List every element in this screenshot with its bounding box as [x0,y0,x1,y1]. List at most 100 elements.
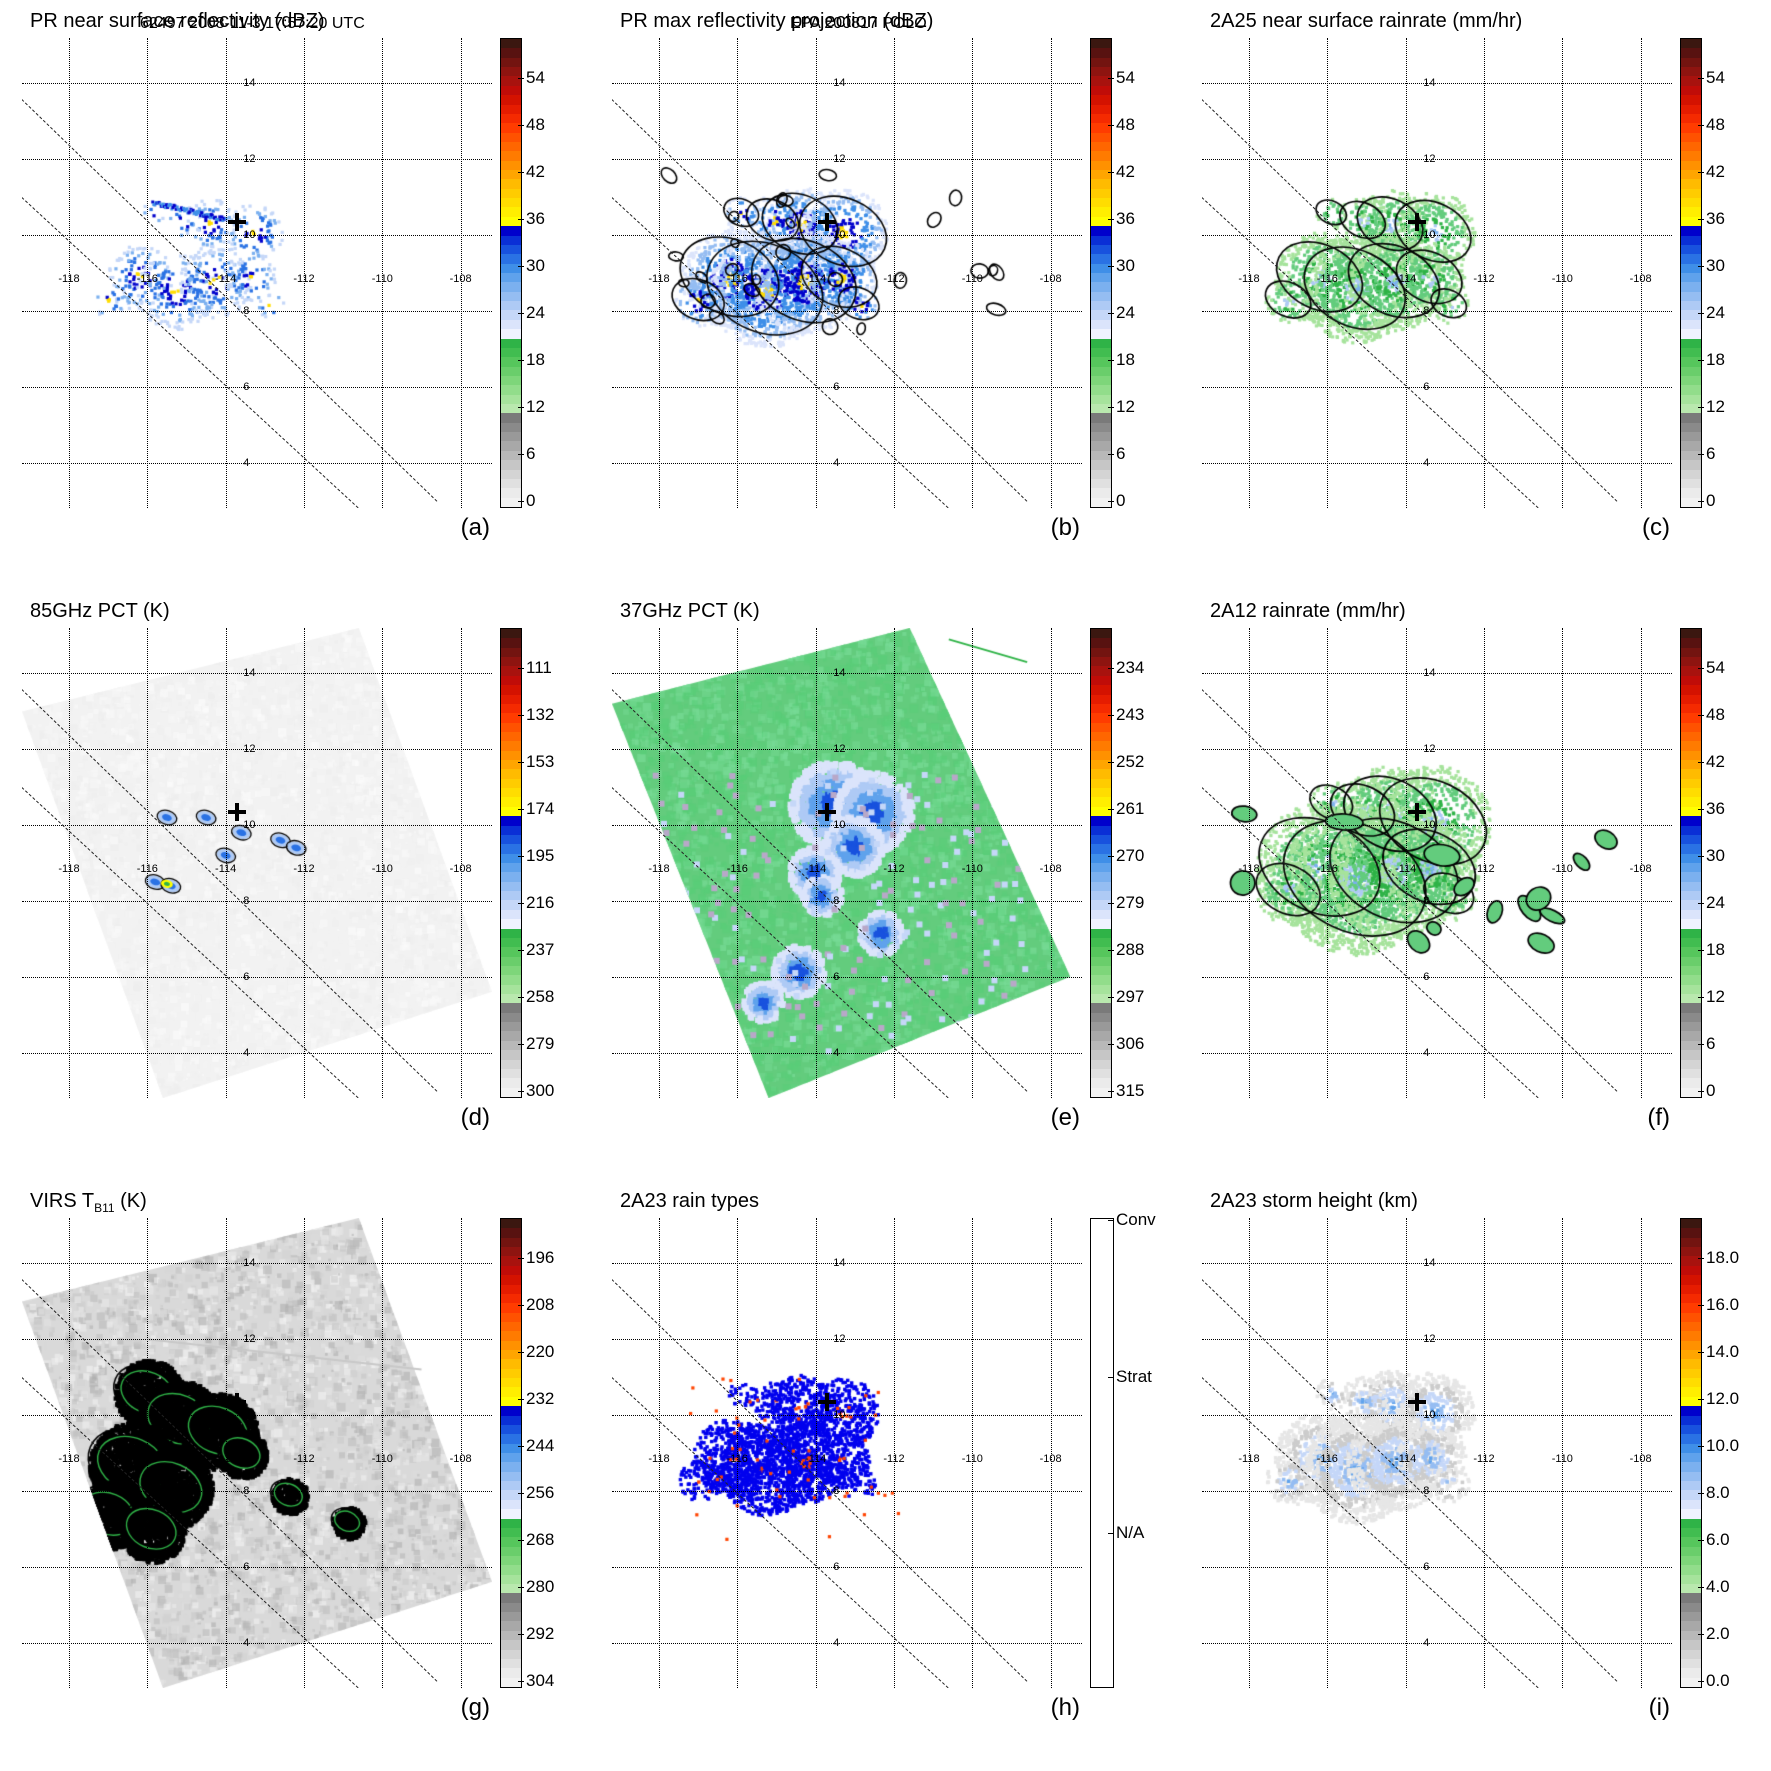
colorbar [1680,1218,1702,1688]
lon-tick-label: -118 [648,273,670,285]
colorbar-segment [1681,132,1701,142]
lat-tick-label: 6 [1423,380,1430,393]
colorbar-segment [501,39,521,49]
colorbar-segment [501,750,521,761]
colorbar-tick: N/A [1107,1523,1145,1543]
colorbar-tick-labels: 54 48 42 36 30 24 18 12 6 0 [1107,38,1176,510]
gridline-horizontal [1202,462,1672,464]
colorbar-segment [1091,207,1111,217]
colorbar-segment [1681,900,1701,910]
colorbar-segment [1681,1565,1701,1575]
gridline-horizontal [1202,1339,1672,1341]
colorbar-segment [1091,965,1111,976]
colorbar-tick-labels: 111 132 153 174 195 216 237 258 279 300 [517,628,586,1100]
colorbar-segment [501,797,521,807]
lon-tick-label: -112 [883,273,905,285]
colorbar-segment [1681,488,1701,498]
gridline-vertical [1249,628,1250,1098]
lat-tick-label: 6 [243,1560,250,1573]
colorbar-segment [1091,366,1111,376]
colorbar-segment [501,1584,521,1594]
colorbar-segment [1091,806,1111,817]
colorbar-segment [1091,862,1111,873]
colorbar-segment [501,1303,521,1313]
colorbar-segment [1681,1256,1701,1266]
colorbar-segment [1091,160,1111,171]
colorbar-segment [501,282,521,292]
storm-center-marker [1408,802,1427,821]
lat-tick-label: 6 [243,380,250,393]
colorbar-segment [1681,151,1701,161]
colorbar-segment [501,994,521,1004]
colorbar-segment [1091,488,1111,498]
colorbar-segment [1091,1012,1111,1023]
lon-tick-label: -108 [1629,863,1652,875]
colorbar-segment [501,179,521,189]
colorbar-segment [1681,647,1701,658]
colorbar-segment [1681,834,1701,845]
lon-tick-label: -118 [58,1453,80,1465]
lat-tick-label: 12 [243,743,256,756]
colorbar-segment [501,272,521,283]
colorbar-segment [501,48,521,58]
gridline-vertical [1050,1218,1052,1688]
lat-tick-label: 4 [243,456,250,469]
lat-tick-label: 4 [1423,1636,1430,1649]
colorbar-segment [1091,48,1111,58]
colorbar-segment [501,132,521,142]
colorbar-segment [501,422,521,433]
colorbar-segment [501,722,521,732]
colorbar-segment [501,357,521,367]
colorbar-segment [1681,441,1701,451]
lat-tick-label: 4 [833,1636,840,1649]
colorbar-segment [501,123,521,133]
colorbar-segment [501,1471,521,1482]
colorbar-segment [1681,769,1701,779]
colorbar-segment [501,1321,521,1332]
gridline-horizontal [22,825,492,827]
colorbar-segment [1681,282,1701,292]
colorbar-segment [1091,731,1111,742]
colorbar-segment [501,1078,521,1088]
lat-tick-label: 8 [1423,304,1430,317]
colorbar-tick: 10.0 [1697,1435,1740,1455]
lat-tick-label: 12 [1423,743,1436,756]
colorbar-segment [1681,778,1701,789]
lon-tick-label: -118 [1238,1453,1260,1465]
colorbar-segment [1091,469,1111,479]
colorbar-segment [501,1509,521,1519]
colorbar-segment [1681,731,1701,742]
colorbar-segment [501,366,521,376]
lat-tick-label: 8 [833,1484,840,1497]
colorbar-segment [1681,937,1701,948]
colorbar-segment [1681,263,1701,273]
lon-tick-label: -112 [293,1453,315,1465]
colorbar-tick: 42 [1698,751,1725,771]
colorbar-segment [1091,638,1111,648]
colorbar-segment [501,853,521,863]
colorbar-tick-labels: 54 48 42 36 30 24 18 12 6 0 [517,38,586,510]
data-raster [1202,38,1672,508]
colorbar-segment [1091,713,1111,723]
lat-tick-label: 14 [243,77,256,90]
gridline-horizontal [1202,310,1672,312]
colorbar-tick: 270 [1107,845,1145,865]
colorbar-segment [1681,722,1701,732]
colorbar-tick: 16.0 [1697,1294,1740,1314]
storm-center-marker [228,1392,247,1411]
colorbar-segment [1681,788,1701,798]
colorbar-segment [1681,366,1701,376]
colorbar-segment [501,834,521,845]
lat-tick-label: 14 [833,77,846,90]
gridline-horizontal [22,386,492,388]
panel-letter: (a) [460,514,490,541]
colorbar-segment [501,404,521,414]
colorbar-segment [1091,956,1111,966]
colorbar-segment [1681,357,1701,367]
colorbar-segment [1681,797,1701,807]
gridline-horizontal [22,1642,492,1644]
lon-tick-label: -114 [1395,273,1417,285]
colorbar-segment [501,67,521,77]
colorbar-segment [501,657,521,667]
colorbar-segment [501,965,521,976]
